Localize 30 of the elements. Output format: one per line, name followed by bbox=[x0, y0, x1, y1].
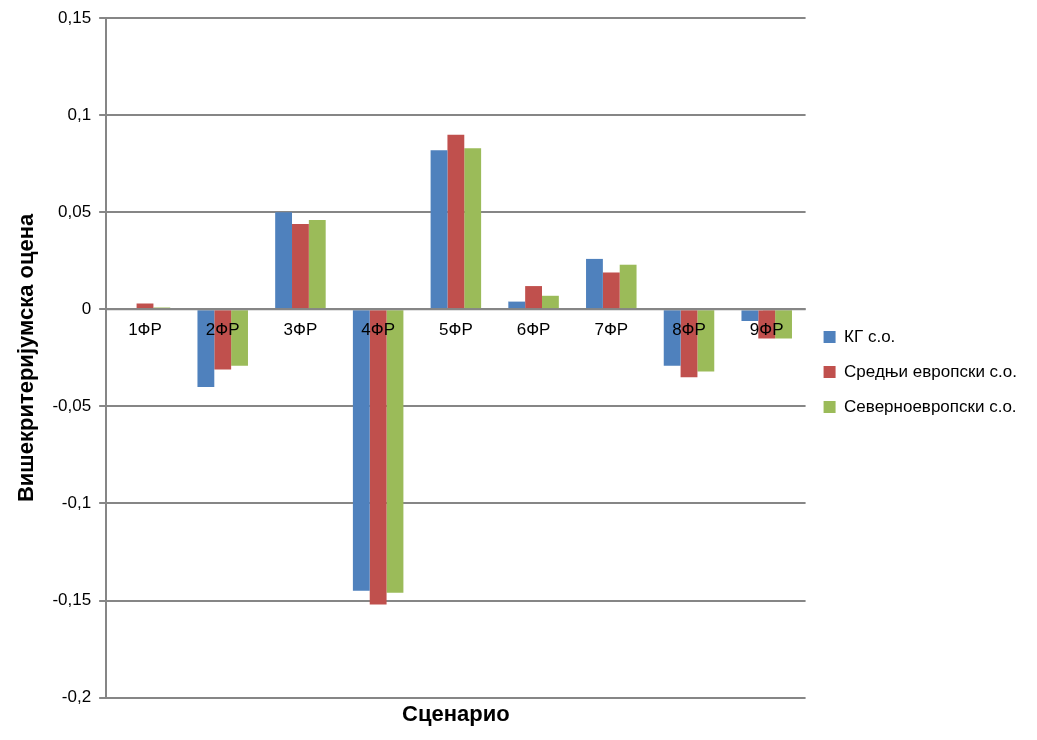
bar bbox=[447, 134, 465, 309]
y-tick-label: -0,2 bbox=[61, 687, 92, 707]
bar bbox=[542, 295, 559, 309]
y-tick-label: 0,15 bbox=[58, 7, 92, 27]
y-axis-title: Вишекритеријумска оцена bbox=[13, 213, 39, 503]
y-tick-label: -0,05 bbox=[52, 396, 92, 416]
bar bbox=[525, 286, 542, 309]
bar bbox=[275, 212, 293, 309]
y-tick-label: -0,15 bbox=[52, 590, 92, 610]
bar bbox=[619, 264, 637, 309]
bar bbox=[430, 150, 448, 309]
legend-label: Средњи европски с.о. bbox=[844, 361, 1017, 381]
x-tick-label: 1ФР bbox=[128, 319, 162, 339]
x-axis-title: Сценарио bbox=[402, 700, 510, 726]
bar bbox=[602, 272, 620, 309]
x-tick-label: 5ФР bbox=[439, 319, 473, 339]
bar bbox=[586, 258, 603, 309]
x-tick-label: 7ФР bbox=[594, 319, 629, 339]
x-tick-label: 6ФР bbox=[516, 319, 551, 339]
y-tick-label: 0,05 bbox=[58, 202, 92, 221]
legend-label: Северноевропски с.о. bbox=[844, 396, 1017, 416]
legend-label: КГ с.о. bbox=[844, 326, 896, 346]
x-tick-label: 3ФР bbox=[283, 319, 318, 339]
y-tick-label: -0,1 bbox=[61, 493, 92, 513]
bar bbox=[741, 310, 759, 322]
bar bbox=[292, 223, 309, 309]
bar bbox=[308, 220, 326, 309]
y-tick-label: 0 bbox=[81, 299, 92, 319]
y-tick-label: 0,1 bbox=[67, 104, 92, 124]
bar bbox=[464, 148, 482, 309]
